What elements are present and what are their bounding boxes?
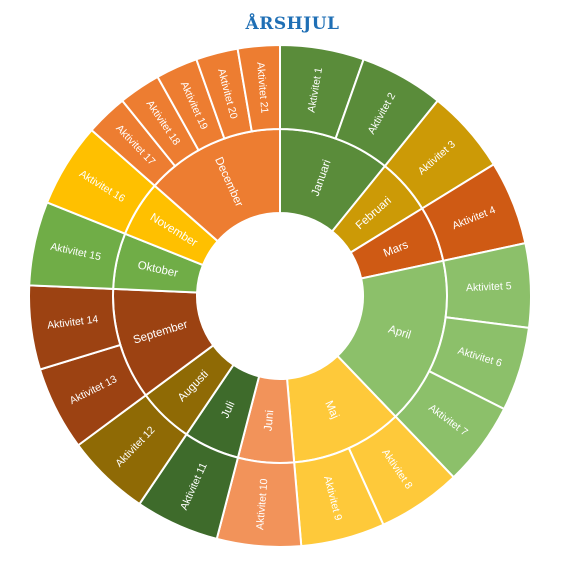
activity-segment-aktivitet-21 <box>236 43 281 133</box>
chart-title: ÅRSHJUL <box>245 14 340 34</box>
activity-label-aktivitet-5: Aktivitet 5 <box>466 280 512 294</box>
month-ring <box>112 127 448 464</box>
activity-label-aktivitet-10: Aktivitet 10 <box>254 478 270 530</box>
activity-label-aktivitet-21: Aktivitet 21 <box>254 62 270 114</box>
activity-ring <box>28 43 532 548</box>
month-label-juni: Juni <box>263 410 277 432</box>
